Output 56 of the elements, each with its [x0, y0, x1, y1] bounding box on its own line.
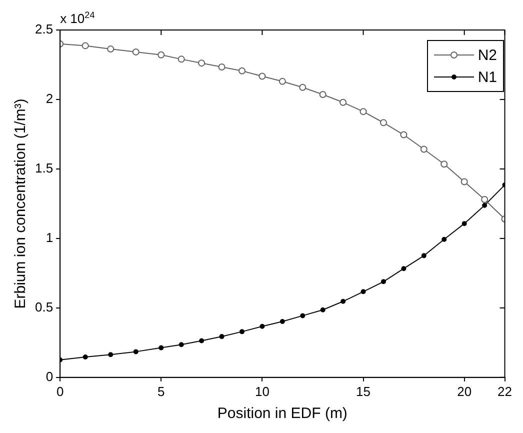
point	[82, 354, 88, 360]
point	[258, 72, 266, 80]
y-tick-label: 1.5	[34, 160, 54, 176]
point	[380, 119, 387, 126]
point	[219, 334, 224, 340]
point	[239, 329, 244, 334]
point	[299, 84, 306, 91]
point	[132, 48, 140, 56]
y-tick-label: 2.5	[34, 22, 54, 37]
x-tick-label: 20	[457, 384, 472, 399]
point	[133, 349, 138, 354]
point	[218, 63, 226, 70]
point	[421, 253, 426, 258]
x-tick-label: 0	[56, 384, 64, 399]
point	[108, 352, 114, 358]
y-tick-label: 0.5	[34, 300, 54, 314]
point	[380, 279, 386, 284]
point	[178, 342, 184, 348]
y-tick-label: 1	[46, 230, 54, 246]
y-tick-label: 0	[46, 368, 54, 384]
legend-label: N2	[478, 46, 497, 64]
point	[158, 51, 165, 58]
y-tick-label: 2	[46, 91, 54, 106]
point	[198, 60, 206, 67]
point	[442, 236, 447, 242]
point	[300, 313, 306, 318]
point	[238, 67, 246, 74]
point	[158, 345, 164, 350]
point	[360, 108, 367, 116]
point	[278, 78, 286, 85]
point	[360, 289, 366, 294]
legend-label: N1	[478, 68, 497, 86]
point	[319, 90, 326, 98]
x-tick-label: 22	[498, 384, 512, 399]
point	[340, 298, 346, 304]
point	[400, 131, 408, 138]
point	[420, 146, 428, 153]
point	[260, 324, 265, 329]
point	[320, 307, 326, 312]
point	[340, 98, 347, 106]
x-tick-label: 10	[254, 384, 270, 399]
x-axis-title: Position in EDF (m)	[217, 405, 348, 422]
point	[178, 56, 185, 63]
point	[440, 160, 448, 168]
point	[481, 196, 488, 204]
point	[82, 42, 89, 50]
point	[482, 202, 488, 208]
point	[462, 221, 467, 226]
point	[199, 338, 204, 344]
x-tick-label: 15	[356, 384, 371, 399]
x-tick-label: 5	[158, 384, 165, 399]
point	[460, 178, 468, 186]
point	[280, 319, 285, 324]
point	[107, 46, 114, 53]
y-axis-title: Erbium ion concentration (1/m³)	[12, 98, 30, 309]
point	[401, 266, 406, 272]
